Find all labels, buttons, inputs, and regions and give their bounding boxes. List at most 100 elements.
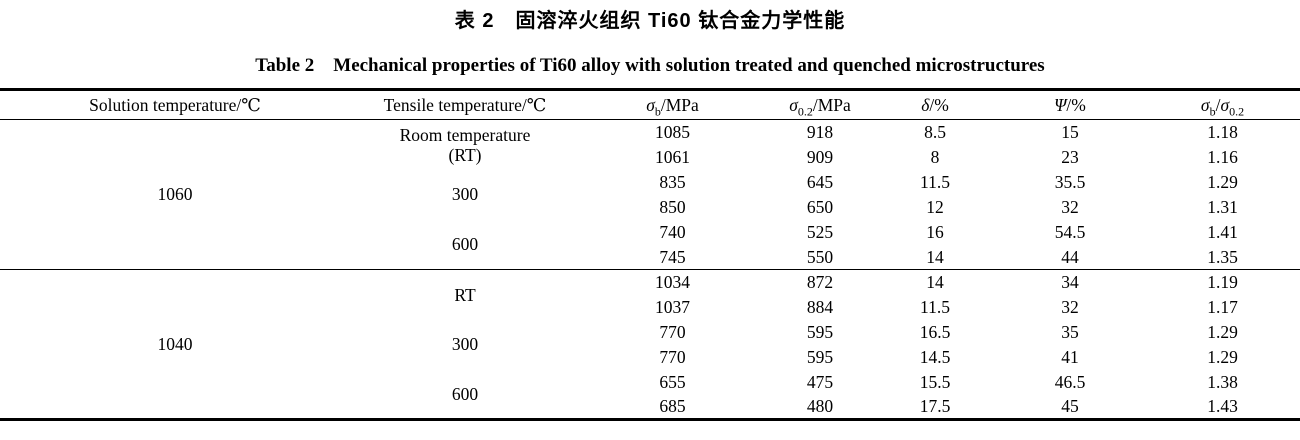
cell-sigma-b: 745 [659,246,686,267]
cell-tensile-temperature: 300 [451,334,479,355]
table-row: 745 550 14 44 1.35 [0,245,1300,270]
cell-psi: 35 [1061,321,1079,342]
cell-ratio: 1.35 [1207,246,1238,267]
col-header-sigma-02: σ0.2/MPa [765,89,875,120]
col-header-sigma-b: σb/MPa [580,89,765,120]
sigma-b-subscript: b [654,104,661,118]
cell-sigma-02: 645 [806,171,834,192]
table-row: 850 650 12 32 1.31 [0,195,1300,220]
col-header-ratio: σb/σ0.2 [1145,89,1300,120]
cell-psi: 54.5 [1054,221,1086,242]
cell-psi: 35.5 [1054,171,1086,192]
properties-table: Solution temperature/℃ Tensile temperatu… [0,88,1300,421]
table-row: 300 835 645 11.5 35.5 1.29 [0,170,1300,205]
cell-sigma-02: 872 [765,269,875,295]
cell-sigma-02: 918 [806,122,834,143]
cell-psi: 32 [1061,296,1079,317]
ratio-sigma-b-symbol: σ [1200,94,1210,115]
cell-tensile-temperature: 600 [451,234,479,255]
cell-tensile-temperature: 300 [451,184,479,205]
delta-symbol: δ [921,94,930,115]
cell-sigma-02: 525 [806,221,834,242]
cell-ratio: 1.18 [1207,122,1238,143]
table-row: 1060 Room temperature (RT) 1085 918 8.5 1… [0,120,1300,204]
cell-solution-temperature: 1060 [157,184,193,205]
cell-sigma-02: 650 [806,196,834,217]
table-row: 600 740 525 16 54.5 1.41 [0,220,1300,254]
table-row: 770 595 14.5 41 1.29 [0,345,1300,370]
cell-sigma-b: 655 [659,371,686,392]
cell-ratio: 1.16 [1207,146,1238,167]
col-header-solution-temperature: Solution temperature/℃ [0,89,350,120]
col-header-delta: δ/% [875,89,995,120]
cell-psi: 46.5 [1054,371,1086,392]
cell-ratio: 1.43 [1207,396,1238,417]
cell-delta: 14.5 [919,346,951,367]
col-header-psi: Ψ/% [995,89,1145,120]
table-caption-english: Table 2 Mechanical properties of Ti60 al… [255,55,1045,76]
cell-psi: 44 [1061,246,1079,267]
table-row: 685 480 17.5 45 1.43 [0,395,1300,420]
cell-sigma-b: 1061 [655,146,690,167]
cell-psi: 15 [1061,122,1079,143]
sigma-02-symbol: σ [789,94,798,115]
cell-delta: 8 [930,146,940,167]
ratio-sigma-02-symbol: σ [1220,94,1230,115]
cell-sigma-b: 770 [659,321,686,342]
cell-ratio: 1.38 [1207,371,1238,392]
cell-sigma-b: 850 [659,196,686,217]
cell-solution-temperature: 1040 [0,269,350,420]
cell-ratio: 1.17 [1207,296,1238,317]
sigma-b-symbol: σ [646,94,655,115]
cell-delta: 12 [926,196,944,217]
col-header-tensile-temperature: Tensile temperature/℃ [350,89,580,120]
table-row: 1037 884 11.5 32 1.17 [0,295,1300,320]
cell-psi: 23 [1061,146,1079,167]
cell-tensile-temperature: Room temperature (RT) [350,120,580,170]
cell-sigma-02: 480 [806,396,834,417]
table-row: 300 770 595 16.5 35 1.29 [0,320,1300,355]
cell-tensile-temperature: 600 [451,383,479,404]
ratio-sigma-b-subscript: b [1209,104,1216,118]
cell-sigma-b: 1037 [655,296,690,317]
cell-sigma-02: 909 [806,146,834,167]
cell-ratio: 1.29 [1207,321,1238,342]
cell-delta: 17.5 [919,396,951,417]
cell-sigma-02: 475 [806,371,834,392]
cell-sigma-02: 595 [806,346,834,367]
psi-symbol: Ψ [1054,94,1067,115]
cell-ratio: 1.41 [1207,221,1238,242]
ratio-sigma-02-subscript: 0.2 [1229,104,1245,118]
sigma-02-unit: /MPa [812,94,851,115]
cell-sigma-b: 740 [659,221,686,242]
cell-delta: 15.5 [919,371,951,392]
cell-sigma-b: 1034 [580,269,765,295]
sigma-b-unit: /MPa [660,94,699,115]
ratio-slash: / [1215,94,1221,115]
cell-sigma-b: 685 [659,396,686,417]
tensile-temp-line1: Room temperature [399,124,531,145]
cell-ratio: 1.29 [1207,171,1238,192]
table-row: 1061 909 8 23 1.16 [0,145,1300,170]
cell-ratio: 1.31 [1207,196,1238,217]
cell-sigma-02: 884 [806,296,834,317]
cell-ratio: 1.29 [1207,346,1238,367]
cell-tensile-temperature: RT [350,269,580,320]
cell-ratio: 1.19 [1145,269,1300,295]
cell-sigma-b: 1085 [655,122,690,143]
cell-psi: 34 [995,269,1145,295]
cell-delta: 11.5 [920,296,950,317]
cell-delta: 16.5 [919,321,951,342]
cell-psi: 45 [1061,396,1079,417]
table-caption-chinese: 表 2 固溶淬火组织 Ti60 钛合金力学性能 [454,10,846,32]
psi-unit: /% [1066,94,1086,115]
sigma-02-subscript: 0.2 [797,104,813,118]
cell-psi: 41 [1061,346,1079,367]
cell-sigma-b: 770 [659,346,686,367]
tensile-temp-line2: (RT) [448,144,482,165]
cell-delta: 8.5 [924,122,946,143]
table-row: 1040 RT 1034 872 14 34 1.19 [0,269,1300,420]
cell-psi: 32 [1061,196,1079,217]
cell-sigma-b: 835 [659,171,686,192]
